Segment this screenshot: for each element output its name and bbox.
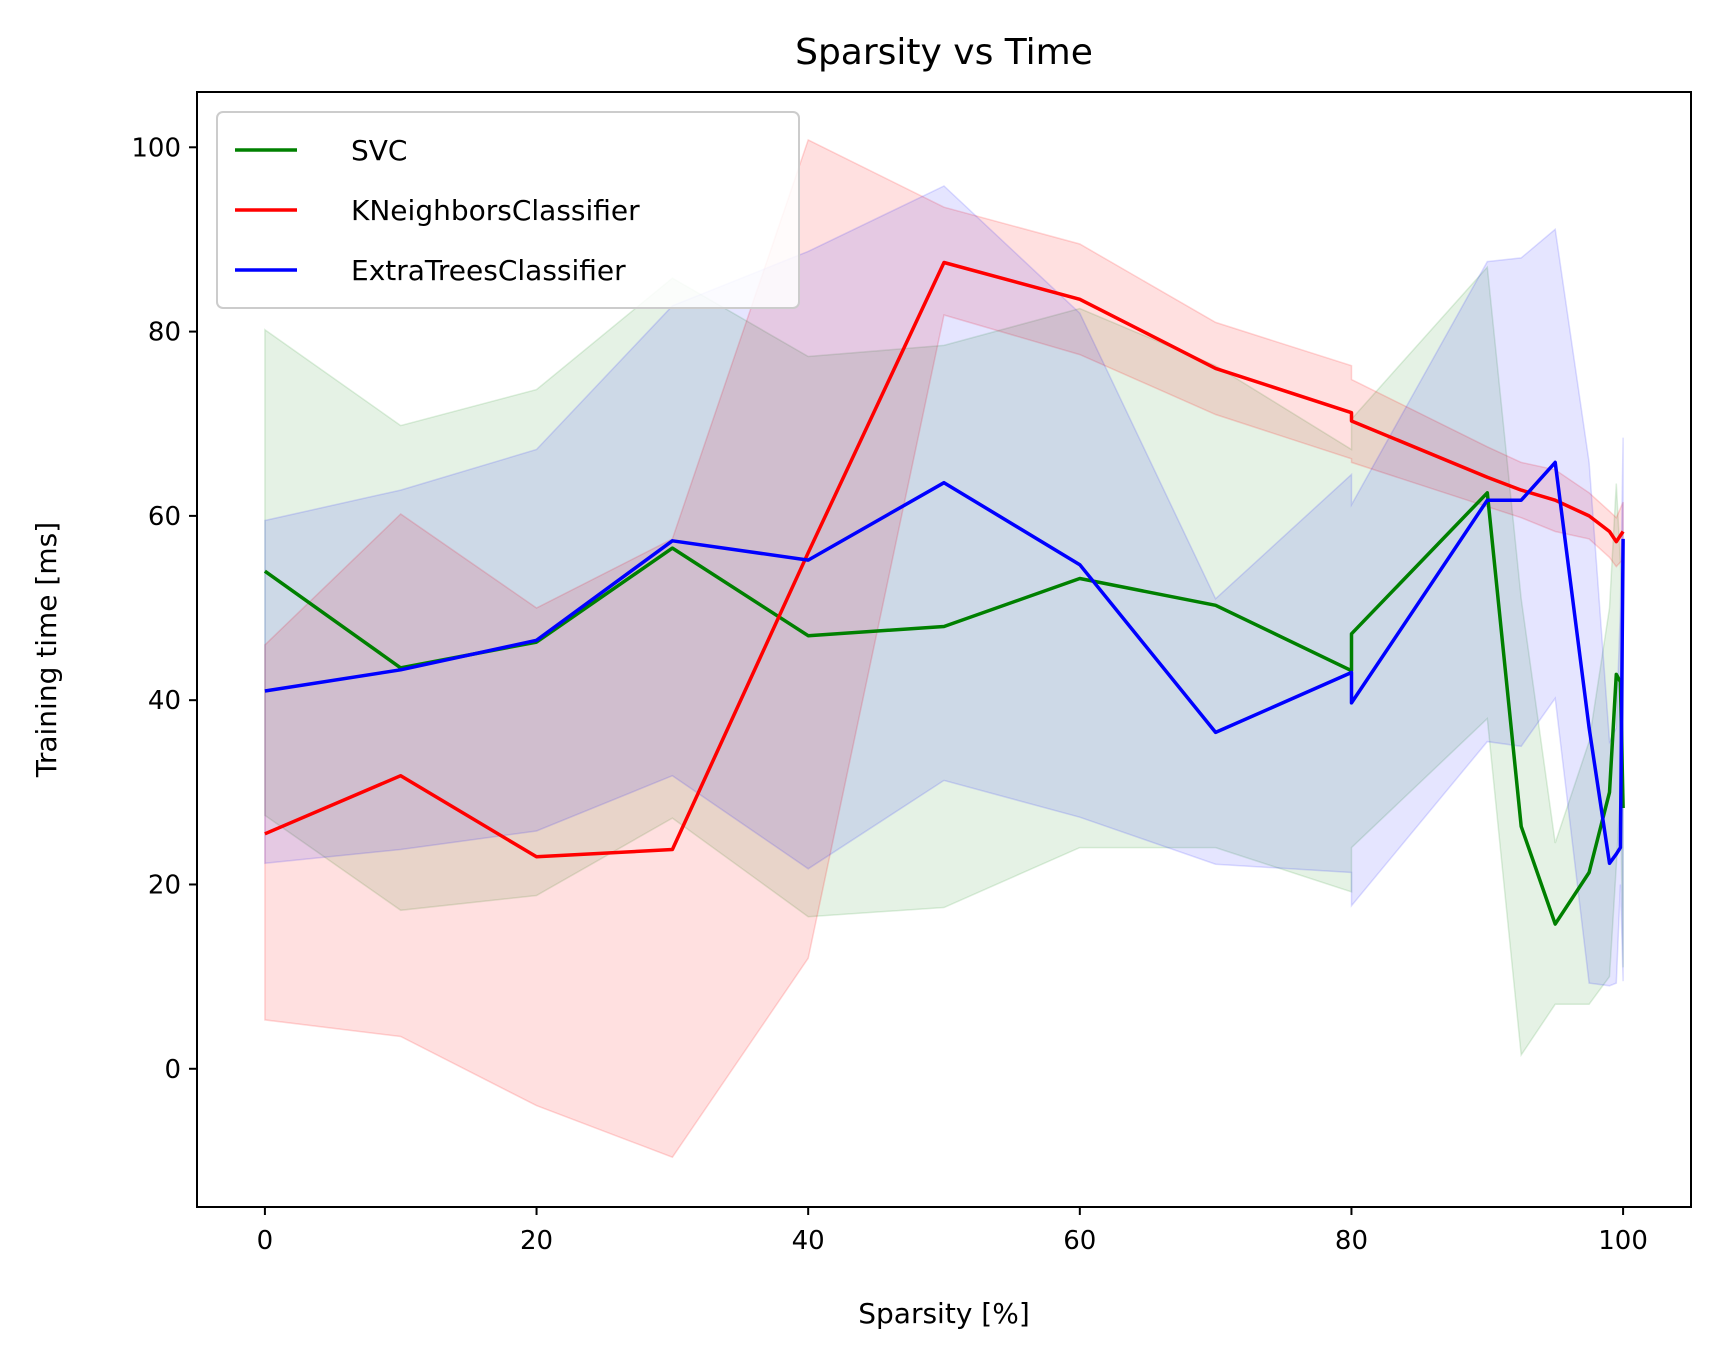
legend-label-extratreesclassifier: ExtraTreesClassifier bbox=[351, 254, 626, 287]
x-tick-label: 40 bbox=[792, 1226, 825, 1256]
band-extratreesclassifier bbox=[264, 185, 1624, 987]
band-svc bbox=[264, 265, 1624, 1058]
line-svc bbox=[263, 491, 1625, 926]
x-tick-label: 80 bbox=[1335, 1226, 1368, 1256]
y-tick-label: 60 bbox=[148, 502, 181, 532]
series-lines bbox=[263, 260, 1625, 926]
line-kneighborsclassifier bbox=[264, 260, 1625, 859]
plot-frame bbox=[196, 91, 1692, 1208]
x-axis-ticks: 0 20 40 60 80 100 bbox=[257, 1207, 1648, 1256]
confidence-bands bbox=[264, 138, 1624, 1159]
x-tick-label: 20 bbox=[520, 1226, 553, 1256]
legend: SVC KNeighborsClassifier ExtraTreesClassif… bbox=[216, 111, 800, 309]
x-tick-label: 100 bbox=[1598, 1226, 1648, 1256]
legend-box bbox=[216, 111, 800, 309]
y-tick-label: 40 bbox=[148, 686, 181, 716]
x-tick-label: 0 bbox=[257, 1226, 274, 1256]
y-axis-label: Training time [ms] bbox=[30, 522, 63, 778]
y-tick-label: 0 bbox=[164, 1055, 181, 1085]
x-tick-label: 60 bbox=[1063, 1226, 1096, 1256]
y-tick-label: 100 bbox=[131, 133, 181, 163]
chart-title: Sparsity vs Time bbox=[795, 32, 1093, 73]
line-extratreesclassifier bbox=[264, 460, 1625, 866]
legend-label-svc: SVC bbox=[351, 134, 407, 167]
y-tick-label: 80 bbox=[148, 318, 181, 348]
legend-label-kneighborsclassifier: KNeighborsClassifier bbox=[351, 194, 640, 227]
x-axis-label: Sparsity [%] bbox=[858, 1297, 1030, 1330]
y-axis-ticks: 0 20 40 60 80 100 bbox=[131, 133, 197, 1085]
y-tick-label: 20 bbox=[148, 870, 181, 900]
